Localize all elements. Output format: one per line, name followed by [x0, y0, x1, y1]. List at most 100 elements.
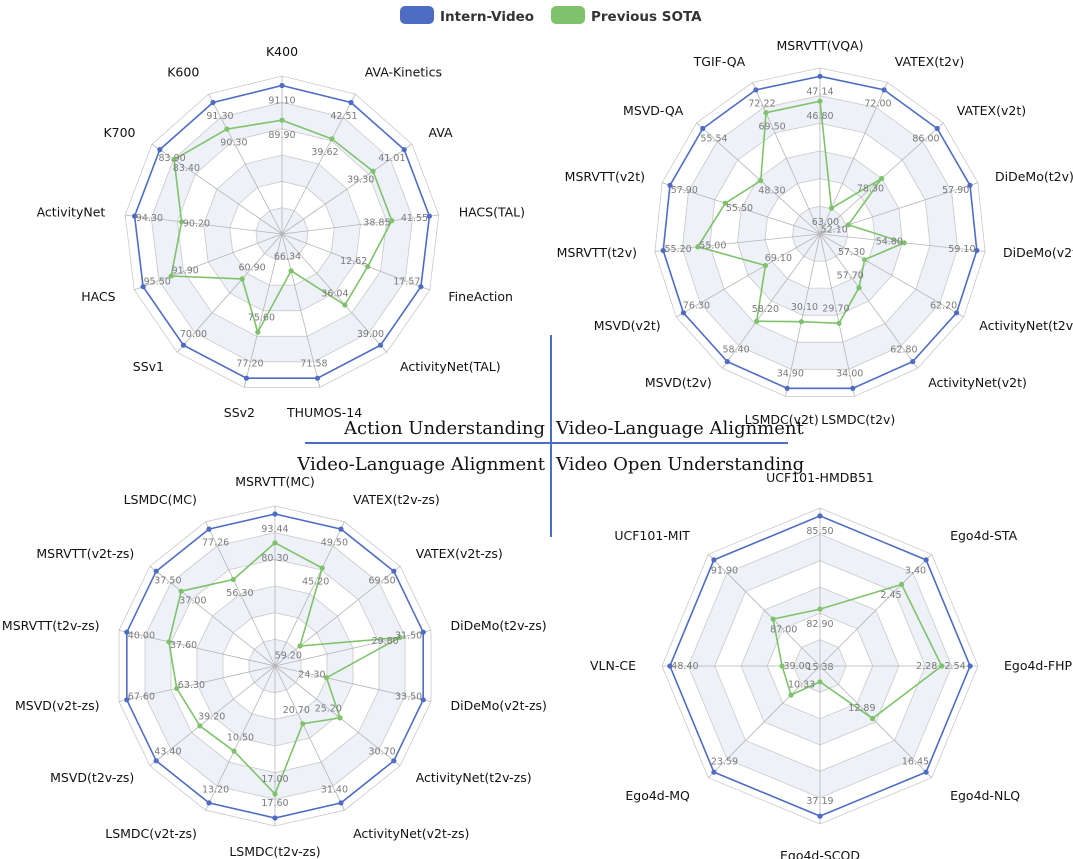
data-label-previous-sota: 90.20: [183, 219, 210, 230]
data-label-previous-sota: 75.60: [248, 313, 275, 324]
data-label-intern-video: 39.00: [357, 329, 384, 340]
data-point-intern-video: [279, 82, 285, 89]
data-point-intern-video: [923, 557, 929, 563]
data-label-intern-video: 37.19: [806, 796, 833, 807]
data-point-intern-video: [272, 511, 278, 517]
data-point-previous-sota: [762, 262, 769, 269]
data-point-previous-sota: [836, 320, 842, 326]
data-label-previous-sota: 54.80: [876, 236, 903, 247]
data-point-intern-video: [426, 213, 432, 219]
data-point-previous-sota: [879, 175, 885, 182]
data-label-previous-sota: 15.38: [806, 662, 833, 673]
grid-spoke: [819, 233, 855, 397]
axis-label-vatex-v2t: VATEX(v2t): [957, 103, 1026, 118]
data-point-previous-sota: [862, 257, 868, 263]
data-point-intern-video: [680, 310, 687, 316]
axis-label-fineaction: FineAction: [448, 289, 513, 304]
data-point-intern-video: [711, 769, 717, 775]
data-label-previous-sota: 37.00: [179, 596, 206, 607]
grid-spoke: [281, 143, 413, 235]
data-label-previous-sota: 39.62: [311, 147, 338, 158]
data-label-intern-video: 91.10: [268, 96, 295, 107]
data-label-previous-sota: 80.30: [261, 553, 288, 564]
data-point-intern-video: [420, 629, 426, 635]
data-label-intern-video: 55.54: [700, 134, 727, 145]
data-label-intern-video: 2.54: [945, 661, 966, 672]
grid-spoke: [696, 122, 821, 235]
grid-spoke: [281, 233, 430, 291]
data-label-intern-video: 71.58: [300, 359, 327, 370]
data-label-intern-video: 31.50: [395, 631, 422, 642]
data-point-previous-sota: [297, 643, 303, 649]
grid-spoke: [118, 665, 276, 702]
series-line-previous-sota: [170, 119, 393, 335]
axis-label-lsmdc-v2t-zs: LSMDC(v2t-zs): [105, 826, 197, 841]
axis-label-ava: AVA: [429, 125, 454, 140]
legend-swatch-intern-video: [400, 6, 434, 24]
legend-swatch-previous-sota: [551, 6, 585, 24]
axis-label-ucf101-hmdb51: UCF101-HMDB51: [766, 470, 874, 485]
data-label-intern-video: 57.90: [942, 185, 969, 196]
data-label-previous-sota: 25.20: [315, 704, 342, 715]
data-point-previous-sota: [171, 156, 177, 163]
data-point-previous-sota: [300, 721, 306, 727]
data-point-previous-sota: [389, 218, 395, 224]
grid-spoke: [149, 665, 276, 767]
axis-label-ego4d-mq: Ego4d-MQ: [625, 788, 690, 803]
data-label-intern-video: 34.90: [777, 369, 804, 380]
data-label-intern-video: 62.20: [930, 300, 957, 311]
grid-spoke: [281, 93, 356, 235]
data-point-intern-video: [272, 815, 278, 821]
data-label-intern-video: 17.60: [261, 798, 288, 809]
axis-label-vatex-t2v: VATEX(t2v): [895, 54, 964, 69]
data-label-previous-sota: 69.50: [758, 121, 785, 132]
data-point-intern-video: [881, 87, 887, 93]
data-label-intern-video: 76.30: [683, 300, 710, 311]
axis-label-msvd-qa: MSVD-QA: [623, 103, 684, 118]
data-point-intern-video: [206, 800, 212, 806]
data-label-previous-sota: 58.20: [752, 304, 779, 315]
data-point-previous-sota: [817, 679, 823, 685]
grid-spoke: [176, 233, 283, 353]
data-point-intern-video: [954, 310, 960, 316]
data-point-intern-video: [700, 125, 706, 132]
axis-label-msvd-t2v-zs: MSVD(t2v-zs): [50, 770, 134, 785]
data-label-previous-sota: 55.00: [699, 240, 726, 251]
data-label-previous-sota: 2.45: [880, 590, 901, 601]
data-label-intern-video: 86.00: [912, 134, 939, 145]
data-point-intern-video: [391, 758, 397, 764]
grid-spoke: [819, 554, 932, 667]
data-point-previous-sota: [239, 276, 245, 282]
data-label-intern-video: 72.00: [864, 99, 891, 110]
data-label-intern-video: 47.14: [806, 86, 833, 97]
grid-spoke: [819, 665, 932, 778]
data-label-intern-video: 93.44: [261, 524, 288, 535]
grid-spoke: [274, 665, 401, 767]
data-label-intern-video: 77.26: [202, 538, 229, 549]
data-point-intern-video: [153, 758, 159, 764]
axis-label-activitynet: ActivityNet: [37, 205, 106, 220]
axis-label-tgif-qa: TGIF-QA: [693, 54, 746, 69]
data-point-previous-sota: [856, 285, 862, 291]
grid-spoke: [708, 554, 821, 667]
data-label-intern-video: 85.50: [806, 526, 833, 537]
data-point-previous-sota: [279, 117, 285, 123]
quadrant-title-bottom-left: Video-Language Alignment: [296, 454, 545, 475]
grid-spoke: [149, 565, 276, 667]
data-label-intern-video: 83.90: [158, 153, 185, 164]
axis-label-lsmdc-mc: LSMDC(MC): [124, 492, 197, 507]
axis-label-didemo-t2v: DiDeMo(t2v): [995, 169, 1073, 184]
data-point-previous-sota: [779, 663, 785, 669]
data-point-intern-video: [157, 147, 163, 153]
axis-label-msvd-v2t-zs: MSVD(v2t-zs): [15, 698, 100, 713]
data-point-previous-sota: [788, 692, 794, 698]
data-point-intern-video: [753, 87, 759, 93]
data-label-previous-sota: 78.30: [857, 184, 884, 195]
data-point-intern-video: [910, 359, 916, 365]
data-point-intern-video: [314, 375, 321, 381]
axis-label-ssv1: SSv1: [133, 359, 164, 374]
axis-label-activitynet-t2v: ActivityNet(t2v): [979, 318, 1073, 333]
data-point-previous-sota: [197, 723, 203, 729]
data-point-previous-sota: [174, 685, 180, 692]
